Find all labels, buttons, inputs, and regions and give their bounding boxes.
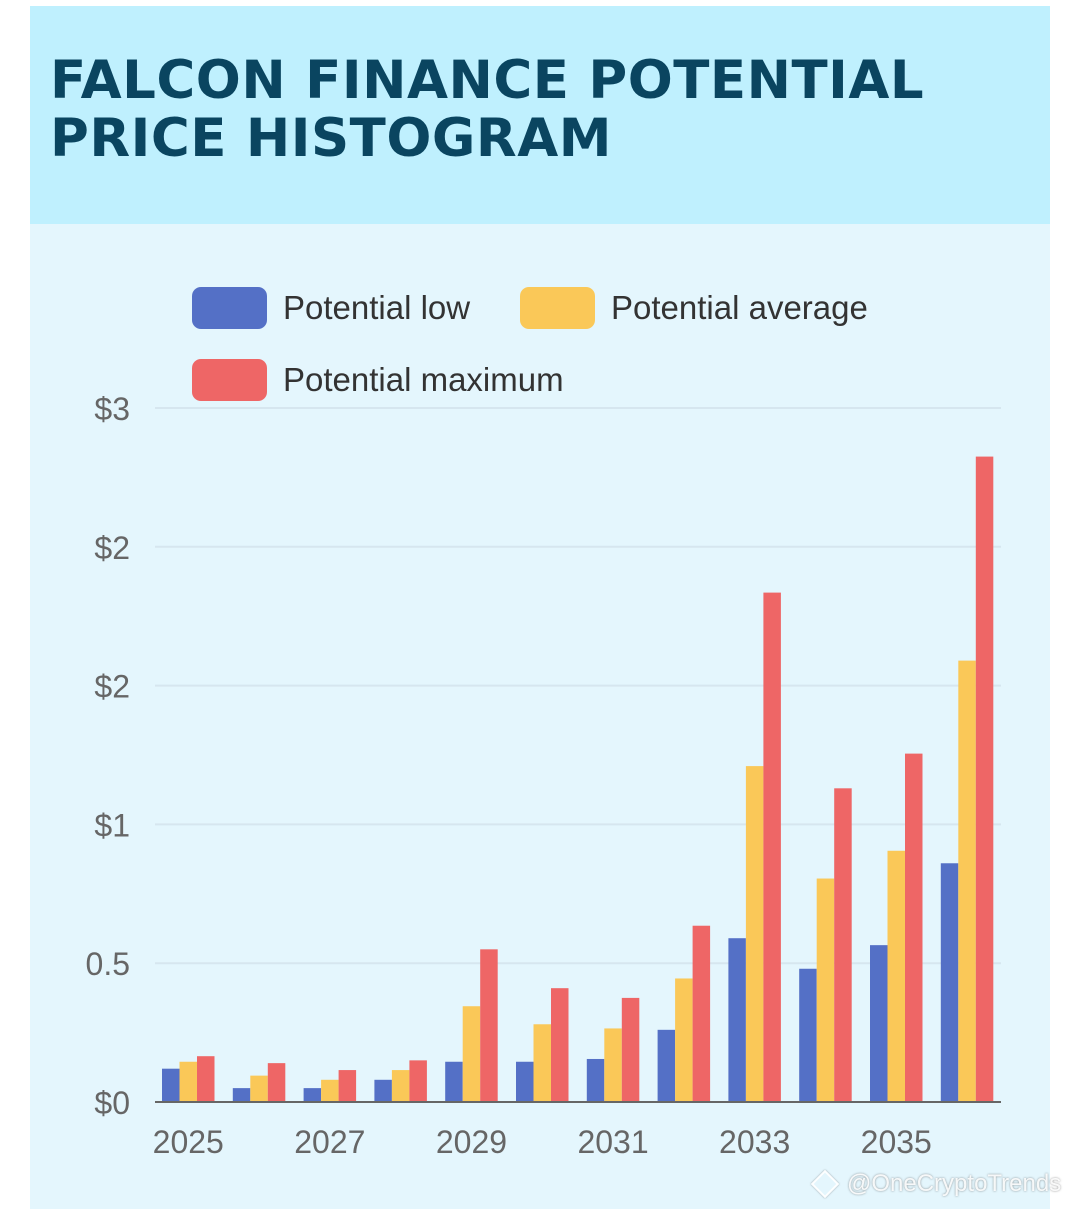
bar-potential-maximum-2036 xyxy=(975,456,994,1103)
bar-potential-maximum-2032 xyxy=(692,925,711,1102)
bar-potential-low-2036 xyxy=(940,863,959,1102)
bars xyxy=(162,456,994,1103)
page-title: FALCON FINANCE POTENTIAL PRICE HISTOGRAM xyxy=(50,50,925,169)
grid-lines xyxy=(155,407,1001,965)
header-banner xyxy=(30,6,1050,224)
y-tick-label: $0 xyxy=(94,1085,130,1121)
y-tick-label: $2 xyxy=(94,530,130,566)
bar-potential-low-2033 xyxy=(728,938,746,1102)
bar-potential-maximum-2025 xyxy=(197,1056,215,1102)
watermark: @OneCryptoTrends xyxy=(810,1169,1062,1199)
bar-potential-low-2026 xyxy=(232,1088,251,1102)
bar-potential-low-2027 xyxy=(303,1088,322,1102)
watermark-text: @OneCryptoTrends xyxy=(847,1170,1062,1197)
bar-potential-maximum-2033 xyxy=(763,592,781,1102)
bar-potential-low-2034 xyxy=(799,968,817,1102)
bar-potential-maximum-2030 xyxy=(551,988,569,1102)
y-tick-label: $2 xyxy=(94,669,130,705)
bar-potential-average-2034 xyxy=(816,878,835,1102)
bar-potential-average-2026 xyxy=(250,1075,268,1102)
legend-item-average[interactable]: Potential average xyxy=(520,286,868,330)
bar-potential-average-2035 xyxy=(887,850,905,1102)
bar-potential-average-2032 xyxy=(675,978,693,1102)
bar-potential-low-2031 xyxy=(586,1058,605,1102)
bar-potential-low-2035 xyxy=(870,945,888,1102)
x-tick-label: 2033 xyxy=(719,1124,790,1160)
bar-potential-average-2028 xyxy=(391,1070,410,1102)
legend-swatch-maximum xyxy=(192,359,267,401)
bar-potential-average-2036 xyxy=(958,660,976,1102)
x-tick-label: 2029 xyxy=(436,1124,507,1160)
x-tick-label: 2027 xyxy=(294,1124,365,1160)
legend-label-maximum: Potential maximum xyxy=(283,361,564,398)
legend-swatch-low xyxy=(192,287,267,329)
bar-potential-maximum-2034 xyxy=(834,788,852,1102)
x-tick-label: 2035 xyxy=(861,1124,932,1160)
x-tick-label: 2031 xyxy=(577,1124,648,1160)
y-tick-label: $1 xyxy=(94,807,130,843)
legend-swatch-average xyxy=(520,287,595,329)
bar-potential-average-2030 xyxy=(533,1024,551,1102)
y-tick-label: 0.5 xyxy=(86,946,130,982)
bar-potential-maximum-2029 xyxy=(480,949,498,1102)
bar-potential-low-2025 xyxy=(162,1068,180,1102)
y-tick-label: $3 xyxy=(94,391,130,427)
bar-potential-maximum-2028 xyxy=(409,1060,427,1102)
bar-potential-average-2029 xyxy=(462,1006,481,1102)
bar-potential-maximum-2035 xyxy=(905,753,923,1102)
bar-potential-average-2031 xyxy=(604,1028,622,1102)
axes: $0 0.5 $1 $2 $2 $3 2025 2027 2029 2031 2033 2035 xyxy=(86,391,1001,1160)
bar-potential-low-2032 xyxy=(657,1029,676,1102)
bar-potential-average-2033 xyxy=(745,766,764,1102)
bar-potential-low-2029 xyxy=(445,1061,463,1102)
legend-item-low[interactable]: Potential low xyxy=(192,286,470,330)
legend-label-average: Potential average xyxy=(611,289,868,326)
legend-item-maximum[interactable]: Potential maximum xyxy=(192,358,564,402)
x-tick-label: 2025 xyxy=(153,1124,224,1160)
bar-potential-low-2028 xyxy=(374,1079,392,1102)
bar-potential-maximum-2026 xyxy=(267,1063,286,1102)
bar-potential-average-2027 xyxy=(321,1079,339,1102)
bar-potential-low-2030 xyxy=(516,1061,534,1102)
legend-label-low: Potential low xyxy=(283,289,471,326)
bar-potential-maximum-2031 xyxy=(621,997,640,1102)
bar-potential-average-2025 xyxy=(179,1061,197,1102)
bar-potential-maximum-2027 xyxy=(338,1070,357,1102)
diamond-icon xyxy=(810,1169,840,1199)
